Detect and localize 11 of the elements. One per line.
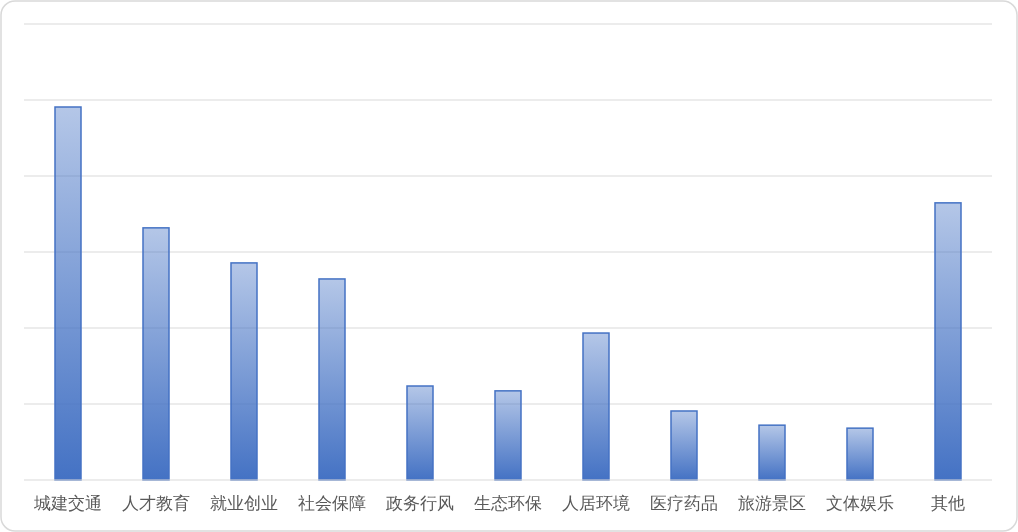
x-tick-label: 就业创业 — [210, 493, 278, 513]
x-tick-label: 城建交通 — [33, 493, 102, 513]
x-tick-label: 社会保障 — [298, 493, 366, 513]
x-tick-label: 人居环境 — [562, 493, 630, 513]
x-tick-label: 医疗药品 — [650, 493, 718, 513]
x-tick-label: 人才教育 — [122, 493, 190, 513]
x-tick-label: 生态环保 — [474, 493, 542, 513]
x-tick-label: 文体娱乐 — [826, 493, 894, 513]
x-tick-label: 其他 — [931, 493, 965, 513]
x-tick-label: 政务行风 — [386, 493, 454, 513]
x-tick-label: 旅游景区 — [738, 493, 806, 513]
